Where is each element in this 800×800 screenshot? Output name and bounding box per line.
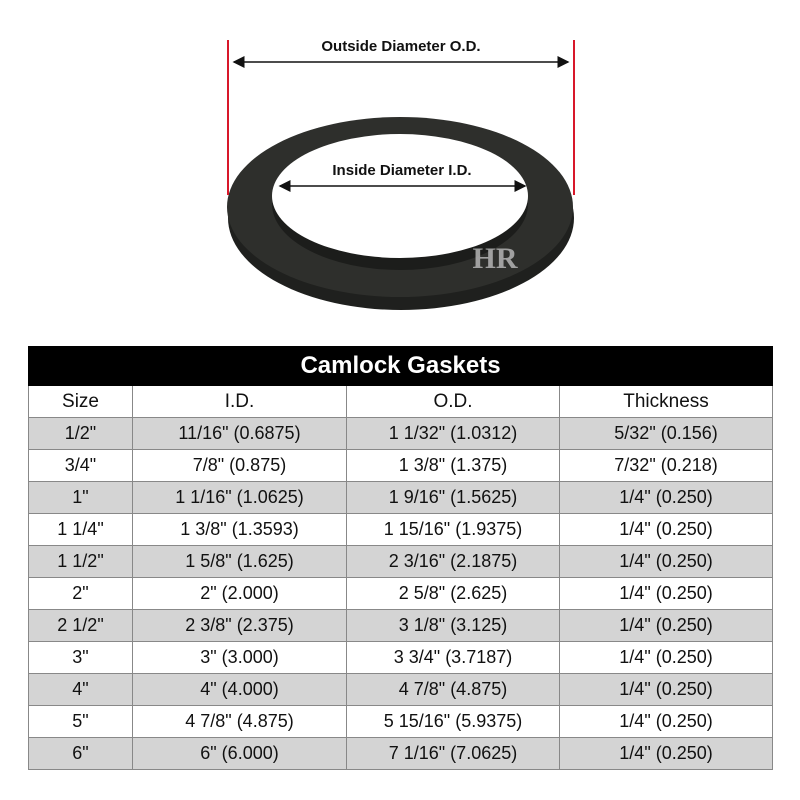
cell-thickness: 1/4" (0.250) [558,545,774,578]
cell-size: 1 1/4" [28,513,133,546]
cell-od: 1 15/16" (1.9375) [346,513,560,546]
hr-watermark: HR [473,242,518,275]
cell-od: 5 15/16" (5.9375) [346,705,560,738]
cell-od: 7 1/16" (7.0625) [346,737,560,770]
table-title: Camlock Gaskets [27,346,774,386]
cell-size: 2" [28,577,133,610]
cell-id: 1 5/8" (1.625) [132,545,347,578]
table-row: 5" 4 7/8" (4.875) 5 15/16" (5.9375) 1/4" (0… [28,705,774,738]
table-row: 1 1/4" 1 3/8" (1.3593) 1 15/16" (1.9375) 1/… [28,513,774,546]
cell-id: 6" (6.000) [132,737,347,770]
cell-id: 1 1/16" (1.0625) [132,481,347,514]
cell-id: 2 3/8" (2.375) [132,609,347,642]
cell-size: 1" [28,481,133,514]
gasket-image: HR [227,40,575,310]
column-header-size: Size [28,385,133,418]
cell-od: 3 1/8" (3.125) [346,609,560,642]
table-row: 2" 2" (2.000) 2 5/8" (2.625) 1/4" (0.250) [28,577,774,610]
od-label: Outside Diameter O.D. [321,38,481,55]
cell-od: 1 3/8" (1.375) [346,449,560,482]
table-row: 3" 3" (3.000) 3 3/4" (3.7187) 1/4" (0.250) [28,641,774,674]
table-row: 1/2" 11/16" (0.6875) 1 1/32" (1.0312) 5/32"… [28,417,774,450]
cell-size: 4" [28,673,133,706]
cell-id: 4" (4.000) [132,673,347,706]
cell-id: 4 7/8" (4.875) [132,705,347,738]
cell-od: 2 3/16" (2.1875) [346,545,560,578]
gasket-figure: HR Outside Diameter O.D. Inside Diameter… [0,0,800,340]
column-header-row: Size I.D. O.D. Thickness [28,385,774,418]
cell-thickness: 1/4" (0.250) [558,737,774,770]
cell-thickness: 1/4" (0.250) [558,609,774,642]
id-label: Inside Diameter I.D. [332,162,472,179]
cell-od: 1 1/32" (1.0312) [346,417,560,450]
gasket-size-table: Camlock Gaskets Size I.D. O.D. Thickness… [27,346,774,770]
cell-thickness: 7/32" (0.218) [558,449,774,482]
cell-thickness: 1/4" (0.250) [558,641,774,674]
cell-size: 3/4" [28,449,133,482]
table-row: 4" 4" (4.000) 4 7/8" (4.875) 1/4" (0.250) [28,673,774,706]
gasket-ring [227,117,574,310]
column-header-id: I.D. [132,385,347,418]
table-row: 1 1/2" 1 5/8" (1.625) 2 3/16" (2.1875) 1/4"… [28,545,774,578]
table-row: 6" 6" (6.000) 7 1/16" (7.0625) 1/4" (0.250) [28,737,774,770]
column-header-thickness: Thickness [558,385,774,418]
cell-od: 3 3/4" (3.7187) [346,641,560,674]
cell-od: 1 9/16" (1.5625) [346,481,560,514]
cell-size: 2 1/2" [28,609,133,642]
cell-id: 3" (3.000) [132,641,347,674]
table-row: 3/4" 7/8" (0.875) 1 3/8" (1.375) 7/32" (0.2… [28,449,774,482]
cell-id: 2" (2.000) [132,577,347,610]
cell-size: 5" [28,705,133,738]
cell-size: 1/2" [28,417,133,450]
cell-thickness: 5/32" (0.156) [558,417,774,450]
cell-size: 6" [28,737,133,770]
column-header-od: O.D. [346,385,560,418]
cell-thickness: 1/4" (0.250) [558,705,774,738]
cell-thickness: 1/4" (0.250) [558,673,774,706]
cell-od: 2 5/8" (2.625) [346,577,560,610]
table-row: 2 1/2" 2 3/8" (2.375) 3 1/8" (3.125) 1/4" (… [28,609,774,642]
cell-size: 1 1/2" [28,545,133,578]
cell-id: 7/8" (0.875) [132,449,347,482]
cell-thickness: 1/4" (0.250) [558,513,774,546]
cell-thickness: 1/4" (0.250) [558,577,774,610]
cell-size: 3" [28,641,133,674]
cell-od: 4 7/8" (4.875) [346,673,560,706]
table-row: 1" 1 1/16" (1.0625) 1 9/16" (1.5625) 1/4" (… [28,481,774,514]
cell-id: 1 3/8" (1.3593) [132,513,347,546]
cell-id: 11/16" (0.6875) [132,417,347,450]
cell-thickness: 1/4" (0.250) [558,481,774,514]
